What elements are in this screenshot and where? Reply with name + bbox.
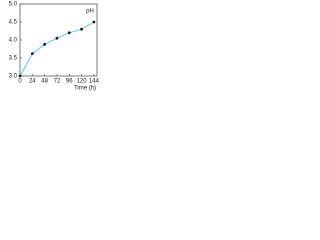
y-axis-label: pH: [86, 9, 94, 15]
x-axis-label: Time (h): [74, 86, 96, 92]
data-point: [30, 52, 34, 56]
data-line: [19, 21, 95, 77]
y-tick-label: 3.5: [9, 56, 18, 62]
x-tick-label: 72: [54, 79, 61, 85]
x-tick-label: 0: [18, 79, 22, 85]
data-point: [67, 31, 71, 35]
y-tick-label: 4.5: [9, 20, 18, 26]
data-point: [80, 27, 83, 31]
y-tick-label: 4.0: [9, 38, 18, 44]
page: {"chart_data": {"type": "line", "y_label…: [0, 0, 100, 92]
data-point: [55, 36, 59, 40]
x-tick-label: 120: [77, 79, 88, 85]
x-tick-label: 96: [66, 79, 73, 85]
data-point: [18, 74, 22, 78]
x-tick-label: 24: [29, 79, 36, 85]
x-tick-label: 48: [41, 79, 48, 85]
data-point: [43, 42, 47, 46]
y-tick-label: 3.0: [9, 74, 18, 80]
x-tick-label: 144: [89, 79, 100, 85]
y-tick-label: 5.0: [9, 2, 18, 8]
plot-frame: [19, 3, 98, 77]
chart: pH Time (h) 3.0 3.5 4.0 4.5 5.0 0 24 48 72 96 120 1…: [9, 2, 100, 92]
data-point: [92, 20, 96, 24]
